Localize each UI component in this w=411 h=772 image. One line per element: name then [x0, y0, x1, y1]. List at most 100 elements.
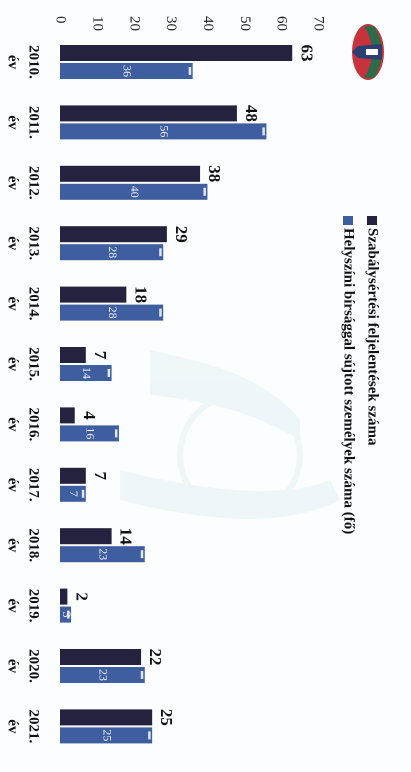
bar-birsag [60, 183, 208, 200]
bar-birsag [60, 365, 112, 381]
bar-end-marker [262, 127, 265, 136]
x-tick-label: 70 [311, 16, 327, 31]
bar-birsag [60, 123, 267, 140]
bar-end-marker [148, 731, 151, 740]
bar-birsag [60, 425, 119, 442]
bar-birsag [60, 63, 193, 79]
data-label: 4 [80, 411, 99, 420]
data-label: 36 [121, 65, 135, 77]
bar-feljelentesek [60, 649, 142, 665]
category-label: 2019. [26, 589, 42, 623]
category-label: év [5, 538, 21, 553]
bar-end-marker [159, 308, 162, 317]
data-label: 14 [80, 367, 94, 379]
category-label: 2014. [26, 287, 42, 321]
crest-logo-icon [352, 24, 384, 80]
bar-end-marker [81, 489, 85, 498]
x-tick-label: 10 [89, 16, 105, 31]
x-tick-label: 40 [200, 16, 216, 31]
category-label: év [5, 478, 21, 493]
x-tick-label: 20 [126, 16, 142, 31]
bar-end-marker [114, 429, 118, 438]
bar-feljelentesek [60, 226, 167, 243]
category-label: 2012. [26, 166, 42, 200]
category-label: 2018. [26, 528, 42, 562]
axis-layer: 0 10 20 30 40 50 60 70 [53, 16, 327, 31]
bar-feljelentesek [60, 45, 293, 61]
data-label: 7 [91, 472, 110, 481]
bar-birsag [60, 244, 164, 261]
data-label: 16 [84, 427, 98, 439]
data-label: 22 [146, 649, 165, 666]
bar-end-marker [188, 67, 192, 75]
category-label: 2013. [26, 226, 42, 260]
bar-end-marker [107, 369, 111, 377]
bar-birsag [60, 727, 153, 744]
category-label: 2010. [26, 45, 42, 79]
bar-birsag [60, 304, 164, 321]
category-label: év [5, 55, 21, 70]
x-tick-label: 50 [237, 16, 253, 31]
bar-birsag [60, 485, 86, 502]
bar-feljelentesek [60, 588, 68, 605]
category-label: év [5, 115, 21, 130]
category-label: év [5, 719, 21, 734]
bar-birsag [60, 667, 145, 683]
category-label: 2015. [26, 347, 42, 381]
legend-swatch [367, 216, 377, 225]
category-label: 2021. [26, 710, 42, 744]
category-label: 2020. [26, 649, 42, 683]
bar-feljelentesek [60, 286, 127, 303]
data-label: 25 [157, 709, 176, 726]
data-label: 28 [106, 246, 120, 258]
bar-feljelentesek [60, 165, 201, 182]
bar-end-marker [159, 248, 162, 257]
bar-end-marker [140, 550, 144, 559]
data-label: 48 [242, 105, 261, 122]
category-label: 2011. [26, 106, 42, 139]
data-label: 3 [60, 612, 74, 618]
category-label: 2017. [26, 468, 42, 502]
bar-feljelentesek [60, 105, 237, 122]
bar-layer [60, 45, 293, 744]
bar-feljelentesek [60, 709, 153, 726]
category-label: év [5, 417, 21, 432]
x-tick-label: 0 [53, 16, 69, 24]
category-label: év [5, 357, 21, 372]
bar-feljelentesek [60, 528, 112, 545]
data-label: 63 [297, 45, 316, 62]
legend-label: Szabálysértési feljelentések száma [365, 228, 381, 446]
data-label: 23 [97, 548, 111, 560]
category-label: év [5, 297, 21, 312]
x-tick-label: 30 [163, 16, 179, 31]
watermark-ship-icon [120, 350, 340, 519]
legend: Szabálysértési feljelentések száma Helysz… [341, 216, 381, 534]
legend-swatch [343, 216, 353, 225]
category-label: év [5, 236, 21, 251]
data-label: 2 [72, 592, 91, 601]
data-label: 18 [131, 286, 150, 303]
bar-feljelentesek [60, 467, 86, 484]
bar-end-marker [203, 187, 206, 196]
data-label: 7 [67, 491, 81, 497]
data-label: 29 [172, 226, 191, 243]
bar-end-marker [140, 671, 144, 679]
category-label: év [5, 176, 21, 191]
data-label: 25 [100, 729, 114, 741]
category-label: év [5, 659, 21, 674]
data-label: 28 [106, 307, 120, 319]
category-label: év [5, 599, 21, 614]
category-layer: 2010. év 2011. év 2012. év 2013. év 2014. év 2015.… [5, 45, 42, 743]
data-label: 23 [97, 669, 111, 681]
data-label: 14 [117, 528, 136, 546]
category-label: 2016. [26, 408, 42, 442]
label-layer: 6336485638402928182871441677142323222325… [60, 45, 317, 742]
bar-birsag [60, 606, 72, 623]
bar-feljelentesek [60, 347, 86, 363]
bar-end-marker [67, 610, 70, 619]
data-label: 56 [157, 125, 171, 137]
x-tick-label: 60 [274, 16, 290, 31]
bar-feljelentesek [60, 407, 75, 424]
